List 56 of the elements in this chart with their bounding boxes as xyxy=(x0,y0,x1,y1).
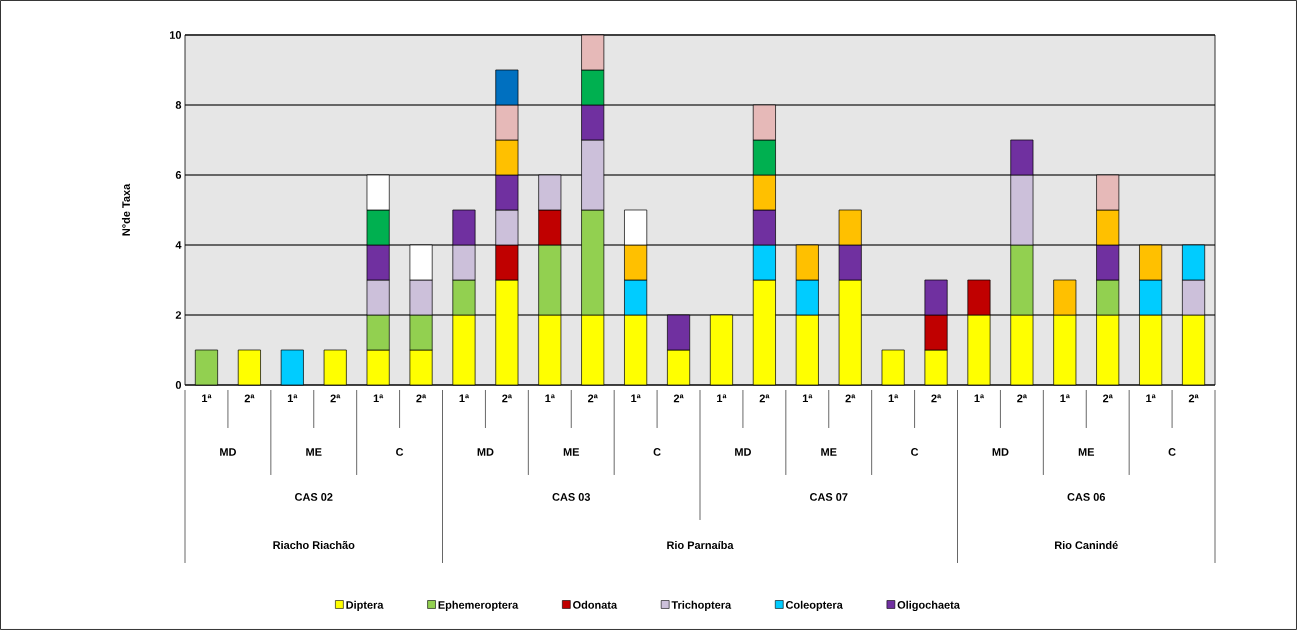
x-tick-label: 2ª xyxy=(931,394,942,403)
x-tick-label: 1ª xyxy=(202,394,212,403)
text: Riacho Riachão xyxy=(273,540,355,550)
x-tick-label: 1ª xyxy=(545,394,555,403)
text: ME xyxy=(563,448,580,456)
x-tick-label: 1ª xyxy=(1146,394,1156,403)
text: ME xyxy=(1078,448,1095,456)
text: MD xyxy=(735,448,751,456)
legend-label: Odonata xyxy=(573,600,618,609)
x-tick-label: 1ª xyxy=(631,394,641,403)
text: C xyxy=(1168,448,1176,456)
y-tick-label: 0 xyxy=(175,381,182,389)
x-tick-label: 1ª xyxy=(459,394,470,403)
x-tick-label: 2ª xyxy=(1017,394,1027,403)
text: CAS 03 xyxy=(552,493,591,501)
y-tick-label: 10 xyxy=(169,31,182,39)
x-tick-label: 2ª xyxy=(244,394,255,403)
x-tick-label: 1ª xyxy=(373,394,384,403)
text: MD xyxy=(477,448,494,456)
text: ME xyxy=(306,448,322,456)
text: MD xyxy=(992,448,1009,456)
text: C xyxy=(911,448,919,456)
x-tick-label: 1ª xyxy=(888,394,899,403)
text: CAS 06 xyxy=(1067,493,1106,501)
x-tick-label: 2ª xyxy=(1188,394,1199,403)
x-tick-label: 2ª xyxy=(845,394,856,403)
text: ME xyxy=(821,448,837,456)
y-tick-label: 6 xyxy=(175,171,182,179)
y-axis-title: N°de Taxa xyxy=(121,183,130,236)
text: MD xyxy=(220,448,236,456)
text: CAS 07 xyxy=(810,493,848,501)
x-tick-label: 2ª xyxy=(588,394,598,403)
y-tick-label: 4 xyxy=(175,241,182,249)
legend-label: Oligochaeta xyxy=(897,600,960,612)
text: C xyxy=(396,448,404,456)
x-tick-label: 2ª xyxy=(673,394,684,403)
text: Rio Canindé xyxy=(1055,540,1118,550)
text: Rio Parnaíba xyxy=(667,540,734,550)
x-tick-label: 2ª xyxy=(759,394,770,403)
text: CAS 02 xyxy=(295,493,333,501)
text: C xyxy=(653,448,661,456)
x-tick-label: 2ª xyxy=(416,394,427,403)
x-tick-label: 1ª xyxy=(802,394,813,403)
legend-label: Coleoptera xyxy=(785,600,843,611)
x-tick-label: 1ª xyxy=(287,394,298,403)
y-tick-label: 8 xyxy=(175,101,182,109)
x-tick-label: 2ª xyxy=(1103,394,1113,403)
x-tick-label: 1ª xyxy=(1060,394,1070,403)
x-tick-label: 2ª xyxy=(502,394,512,403)
x-tick-label: 2ª xyxy=(330,394,341,403)
y-tick-label: 2 xyxy=(175,311,182,319)
x-tick-label: 1ª xyxy=(974,394,985,403)
x-tick-label: 1ª xyxy=(717,394,727,403)
legend-label: Trichoptera xyxy=(671,600,732,611)
legend-label: Ephemeroptera xyxy=(438,600,519,611)
legend-label: Diptera xyxy=(346,600,384,611)
